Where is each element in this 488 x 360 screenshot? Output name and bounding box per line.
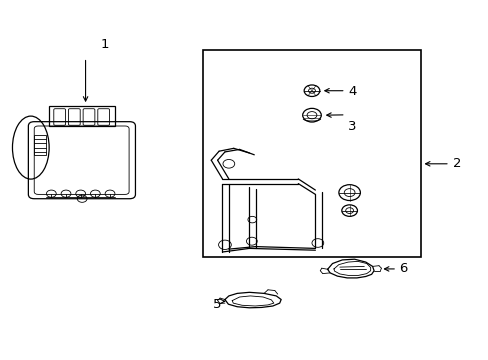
Bar [49,106,115,126]
Text: 2: 2 [452,157,461,170]
Text: 4: 4 [347,85,356,98]
Bar [34,135,46,155]
Text: 1: 1 [101,39,109,51]
Bar [203,50,420,257]
Text: 6: 6 [398,262,407,275]
Text: 3: 3 [347,120,356,132]
Text: 5: 5 [213,298,222,311]
